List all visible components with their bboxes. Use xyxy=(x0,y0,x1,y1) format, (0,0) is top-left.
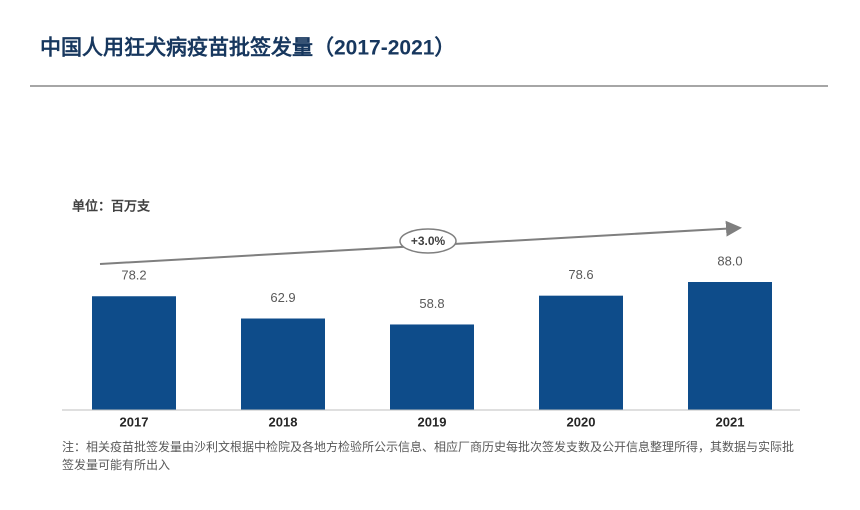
value-label: 62.9 xyxy=(270,290,295,305)
annotation: +3.0% xyxy=(411,234,446,248)
unit-label: 单位：百万支 xyxy=(72,198,151,213)
chart-title: 中国人用狂犬病疫苗批签发量（2017-2021） xyxy=(40,36,455,60)
x-tick-label: 2021 xyxy=(716,414,745,429)
annotation-oval xyxy=(399,228,457,254)
x-tick-label: 2019 xyxy=(418,414,447,429)
value-label: 78.6 xyxy=(568,267,593,282)
value-label: 88.0 xyxy=(717,253,742,268)
footnote: 注：相关疫苗批签发量由沙利文根据中检院及各地方检验所公示信息、相应厂商历史每批次… xyxy=(62,440,795,472)
bar xyxy=(688,282,772,410)
bar xyxy=(539,295,623,410)
x-tick-label: 2018 xyxy=(269,414,298,429)
value-label: 58.8 xyxy=(419,296,444,311)
bar xyxy=(241,318,325,410)
bar xyxy=(390,324,474,410)
x-tick-label: 2020 xyxy=(567,414,596,429)
value-label: 78.2 xyxy=(121,268,146,283)
x-tick-label: 2017 xyxy=(120,414,149,429)
bar xyxy=(92,296,176,410)
